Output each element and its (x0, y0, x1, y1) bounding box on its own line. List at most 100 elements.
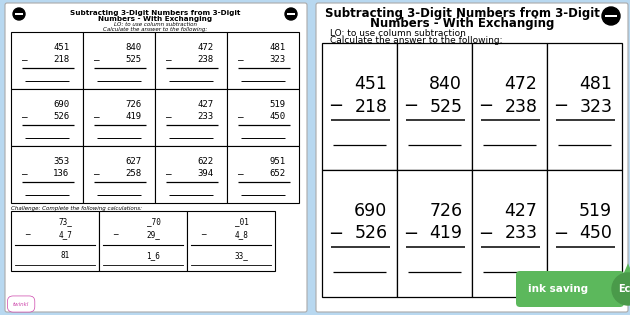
Bar (547, 170, 622, 297)
Bar (227, 89, 299, 146)
Text: 840: 840 (125, 43, 142, 52)
FancyBboxPatch shape (605, 15, 617, 17)
Bar (472, 170, 547, 297)
Text: −: − (20, 169, 28, 178)
Text: −: − (328, 98, 343, 116)
Text: −: − (478, 98, 493, 116)
FancyBboxPatch shape (5, 3, 307, 312)
Circle shape (602, 7, 620, 25)
Bar (227, 146, 299, 203)
Text: twinkl: twinkl (13, 301, 29, 306)
Text: Eco: Eco (619, 284, 630, 294)
FancyBboxPatch shape (15, 13, 23, 15)
Bar (11, 211, 99, 271)
Text: 29_: 29_ (147, 231, 161, 239)
Bar (155, 32, 227, 89)
Text: −: − (200, 231, 206, 239)
Text: −: − (164, 169, 172, 178)
Text: 323: 323 (579, 98, 612, 116)
Bar (11, 146, 83, 203)
Bar (155, 89, 227, 146)
Text: 726: 726 (125, 100, 142, 109)
Text: 238: 238 (197, 55, 214, 65)
Text: 81: 81 (61, 251, 70, 260)
Text: ink saving: ink saving (528, 284, 588, 294)
Text: 218: 218 (354, 98, 387, 116)
Bar (397, 170, 472, 297)
Circle shape (13, 8, 25, 20)
Text: 238: 238 (504, 98, 537, 116)
Text: Subtracting 3-Digit Numbers from 3-Digit: Subtracting 3-Digit Numbers from 3-Digit (70, 10, 240, 16)
Text: 427: 427 (504, 202, 537, 220)
Text: 1_6: 1_6 (147, 251, 161, 260)
Bar (155, 146, 227, 203)
Text: 218: 218 (54, 55, 69, 65)
Text: −: − (92, 55, 100, 65)
Bar (322, 170, 397, 297)
Text: 233: 233 (504, 225, 537, 243)
Text: 690: 690 (354, 202, 387, 220)
Text: 622: 622 (197, 157, 214, 166)
Bar (322, 43, 397, 170)
Text: 526: 526 (354, 225, 387, 243)
FancyBboxPatch shape (516, 271, 624, 307)
Bar (99, 211, 187, 271)
Text: −: − (478, 225, 493, 243)
Bar (83, 32, 155, 89)
Text: Subtracting 3-Digit Numbers from 3-Digit: Subtracting 3-Digit Numbers from 3-Digit (324, 7, 599, 20)
Text: 450: 450 (580, 225, 612, 243)
Text: −: − (24, 231, 30, 239)
Text: LO: to use column subtraction: LO: to use column subtraction (330, 29, 466, 38)
Text: −: − (20, 112, 28, 121)
Text: 451: 451 (354, 75, 387, 93)
Bar (472, 43, 547, 170)
Bar (83, 146, 155, 203)
Text: Calculate the answer to the following:: Calculate the answer to the following: (103, 27, 207, 32)
Text: −: − (92, 112, 100, 121)
Text: 519: 519 (579, 202, 612, 220)
Text: Numbers - With Exchanging: Numbers - With Exchanging (98, 16, 212, 22)
Text: _70: _70 (147, 217, 161, 226)
Text: 394: 394 (197, 169, 214, 178)
Text: 726: 726 (429, 202, 462, 220)
Text: 258: 258 (125, 169, 142, 178)
Text: −: − (403, 98, 418, 116)
Polygon shape (617, 263, 630, 302)
Text: −: − (92, 169, 100, 178)
Text: −: − (553, 98, 568, 116)
Text: 481: 481 (270, 43, 285, 52)
Text: 627: 627 (125, 157, 142, 166)
Text: −: − (164, 112, 172, 121)
Bar (547, 43, 622, 170)
Text: 73_: 73_ (59, 217, 72, 226)
Text: Challenge: Complete the following calculations:: Challenge: Complete the following calcul… (11, 206, 142, 211)
Bar (187, 211, 275, 271)
Text: 4_7: 4_7 (59, 231, 72, 239)
Text: 233: 233 (197, 112, 214, 121)
FancyBboxPatch shape (287, 13, 295, 15)
Text: 33_: 33_ (234, 251, 248, 260)
Text: Numbers - With Exchanging: Numbers - With Exchanging (370, 17, 554, 30)
Text: −: − (236, 169, 244, 178)
Text: 525: 525 (125, 55, 142, 65)
Text: 519: 519 (270, 100, 285, 109)
Circle shape (285, 8, 297, 20)
Text: 323: 323 (270, 55, 285, 65)
Text: 4_8: 4_8 (234, 231, 248, 239)
Text: 419: 419 (125, 112, 142, 121)
Text: 840: 840 (429, 75, 462, 93)
Text: 652: 652 (270, 169, 285, 178)
Text: −: − (236, 55, 244, 65)
Text: −: − (112, 231, 118, 239)
Text: −: − (403, 225, 418, 243)
Circle shape (612, 273, 630, 305)
Text: −: − (553, 225, 568, 243)
Text: LO: to use column subtraction: LO: to use column subtraction (113, 22, 197, 27)
Text: −: − (164, 55, 172, 65)
Text: 481: 481 (580, 75, 612, 93)
Bar (11, 32, 83, 89)
Text: 419: 419 (429, 225, 462, 243)
Text: 450: 450 (270, 112, 285, 121)
Text: 472: 472 (197, 43, 214, 52)
Text: 525: 525 (429, 98, 462, 116)
